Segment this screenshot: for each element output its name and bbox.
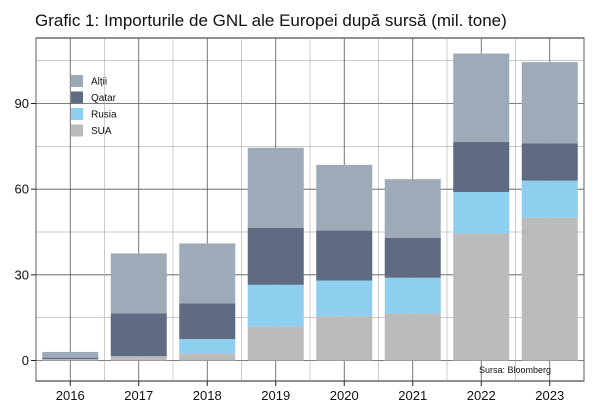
bar-segment [179, 339, 236, 354]
y-tick-label: 60 [15, 182, 29, 197]
x-tick-label: 2023 [535, 388, 564, 403]
legend-swatch [71, 124, 83, 137]
y-tick-label: 90 [15, 96, 29, 111]
y-tick-label: 30 [15, 267, 29, 282]
bar-stacks [42, 53, 578, 361]
bar-segment [247, 326, 304, 361]
legend-label: Qatar [91, 93, 117, 104]
bar-segment [521, 143, 578, 181]
bar-segment [42, 359, 99, 361]
bar-segment [316, 316, 373, 361]
bar-segment [384, 237, 441, 278]
legend-swatch [71, 75, 83, 87]
bar-segment [316, 164, 373, 231]
bar-segment [316, 230, 373, 281]
bar-segment [179, 353, 236, 361]
chart-title: Grafic 1: Importurile de GNL ale Europei… [35, 11, 507, 30]
x-tick-label: 2020 [330, 388, 359, 403]
bar-segment [384, 313, 441, 361]
x-tick-label: 2017 [124, 388, 153, 403]
bar-segment [179, 303, 236, 340]
x-axis: 2016 2017 2018 2019 2020 2021 2022 2023 [56, 381, 564, 403]
bar-segment [110, 356, 167, 361]
legend-label: Alții [91, 77, 107, 88]
bar-segment [453, 233, 510, 361]
bar-segment [521, 180, 578, 218]
bar-segment [42, 357, 99, 360]
bar-segment [384, 179, 441, 238]
bar-segment [316, 280, 373, 317]
bar-segment [247, 227, 304, 285]
bar-segment [110, 253, 167, 314]
x-tick-label: 2019 [261, 388, 290, 403]
legend-label: SUA [91, 126, 112, 137]
x-tick-label: 2022 [467, 388, 496, 403]
x-tick-label: 2018 [193, 388, 222, 403]
bar-segment [453, 192, 510, 234]
bar-segment [453, 142, 510, 193]
bar-segment [179, 243, 236, 304]
legend-swatch [71, 108, 83, 120]
bar-segment [453, 53, 510, 143]
bar-segment [247, 147, 304, 228]
bar-segment [110, 313, 167, 357]
bar-segment [521, 62, 578, 144]
y-tick-label: 0 [22, 353, 29, 368]
legend-swatch [71, 91, 83, 104]
bar-segment [521, 217, 578, 361]
legend: Alții Qatar Rusia SUA [71, 75, 117, 137]
x-tick-label: 2016 [56, 388, 85, 403]
bar-segment [42, 351, 99, 358]
source-note: Sursa: Bloomberg [479, 365, 551, 375]
x-tick-label: 2021 [398, 388, 427, 403]
legend-label: Rusia [91, 110, 117, 121]
y-axis: 0 30 60 90 [15, 96, 36, 368]
bar-segment [384, 277, 441, 314]
bar-segment [247, 284, 304, 327]
